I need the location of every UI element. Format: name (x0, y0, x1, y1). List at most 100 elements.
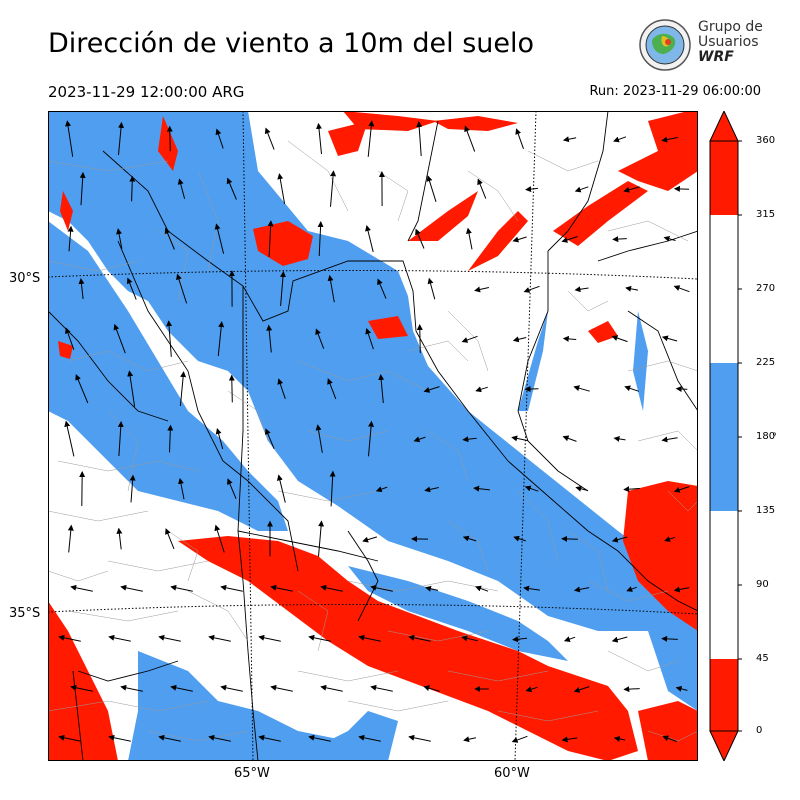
colorbar-tick-225: 225 (756, 357, 776, 368)
wind-arrow (461, 335, 478, 343)
wind-arrow (673, 185, 690, 192)
logo-line-1: Grupo de (698, 19, 763, 35)
wind-arrow (178, 477, 185, 500)
wind-arrow (317, 221, 324, 257)
wind-arrow (675, 385, 688, 392)
logo-line-3: WRF (698, 49, 734, 65)
wind-arrow (563, 636, 576, 642)
wind-arrow (129, 474, 136, 503)
wind-arrow (164, 227, 175, 250)
wind-arrow (573, 385, 590, 392)
colorbar-tick-180: 180 (756, 431, 776, 442)
colorbar-tick-90: 90 (756, 579, 769, 590)
wind-arrow (623, 486, 640, 493)
wind-arrow (368, 420, 375, 457)
wind-arrow (477, 178, 487, 199)
wind-arrow (208, 634, 231, 642)
wind-arrow (523, 585, 540, 592)
wind-arrow (423, 386, 440, 393)
wind-arrow (277, 173, 286, 204)
wind-arrow (370, 584, 393, 592)
wind-arrow (613, 735, 626, 742)
logo-text: Grupo de Usuarios WRF (698, 20, 763, 65)
wind-arrow (67, 524, 74, 553)
wind-arrow (214, 223, 225, 254)
wind-arrow (264, 127, 275, 150)
wind-arrow (575, 485, 588, 492)
wind-arrow (524, 485, 539, 492)
wind-arrow (165, 528, 175, 550)
wind-arrow (279, 271, 286, 307)
wind-arrow (118, 121, 125, 156)
wind-arrow (673, 285, 690, 293)
wind-arrow (270, 584, 293, 592)
wind-arrow (673, 586, 690, 593)
wind-arrow (70, 584, 93, 592)
wind-arrow (424, 486, 439, 493)
wind-arrow (120, 684, 143, 692)
wind-arrow (462, 535, 477, 542)
wind-arrow (358, 734, 381, 742)
globe-logo-icon (639, 19, 691, 71)
wind-arrow (266, 324, 273, 353)
wind-arrow (415, 228, 425, 249)
wind-arrow (265, 428, 275, 449)
wind-arrow (623, 686, 640, 693)
colorbar-graphic (709, 109, 742, 763)
wind-arrow (474, 286, 490, 293)
wind-arrow (226, 177, 237, 200)
wind-arrow (330, 170, 337, 207)
wind-arrow (475, 585, 489, 592)
wind-arrow (562, 435, 577, 442)
lon-label-65w: 65°W (234, 766, 270, 781)
wind-arrow (79, 171, 86, 206)
colorbar-tick-0: 0 (756, 725, 763, 736)
wind-arrow (661, 635, 678, 642)
colorbar-tick-135: 135 (756, 505, 776, 516)
wind-arrow (378, 374, 385, 404)
wind-arrow (315, 328, 325, 349)
wind-direction-map (48, 111, 698, 761)
wind-arrow (129, 175, 136, 202)
wind-arrow (613, 136, 627, 143)
colorbar-band-225-315 (710, 215, 738, 363)
colorbar: 360 315 270 225 180 135 90 45 0 (708, 109, 788, 763)
colorbar-band-0-45 (710, 659, 738, 731)
wind-arrow (116, 527, 123, 550)
wind-arrow (320, 584, 343, 592)
colorbar-bottom-extend (709, 730, 739, 763)
lon-label-60w: 60°W (494, 766, 530, 781)
wind-arrow (664, 536, 676, 542)
wind-arrow (611, 636, 628, 643)
wind-arrow (465, 227, 473, 250)
wind-arrow (461, 635, 478, 642)
wind-arrow (126, 277, 137, 300)
wind-arrow (427, 277, 436, 300)
wind-arrow (276, 474, 286, 503)
wind-arrow (408, 634, 431, 642)
wind-arrow (661, 136, 678, 143)
wind-arrow (177, 178, 186, 199)
wind-arrow (425, 585, 439, 592)
colorbar-band-315-360 (710, 141, 738, 215)
wind-arrow (167, 424, 174, 453)
wind-arrow (426, 175, 437, 202)
red-direction-regions (48, 111, 698, 761)
wind-arrow (170, 584, 193, 592)
run-time: Run: 2023-11-29 06:00:00 (589, 84, 761, 99)
wind-arrow (561, 535, 578, 542)
wind-arrow (561, 236, 578, 243)
wind-arrow (525, 686, 538, 693)
logo-line-2: Usuarios (698, 34, 759, 50)
wind-arrow (512, 336, 527, 343)
map-title: Dirección de viento a 10m del suelo (48, 28, 535, 59)
wind-arrow (626, 586, 637, 592)
wind-arrow (166, 320, 173, 357)
wind-arrow (475, 386, 488, 393)
wind-arrow (214, 524, 225, 553)
wind-arrow (75, 374, 89, 404)
wind-arrow (220, 684, 243, 692)
wind-arrow (116, 228, 123, 249)
colorbar-tick-45: 45 (756, 653, 769, 664)
wind-arrow (108, 734, 131, 742)
